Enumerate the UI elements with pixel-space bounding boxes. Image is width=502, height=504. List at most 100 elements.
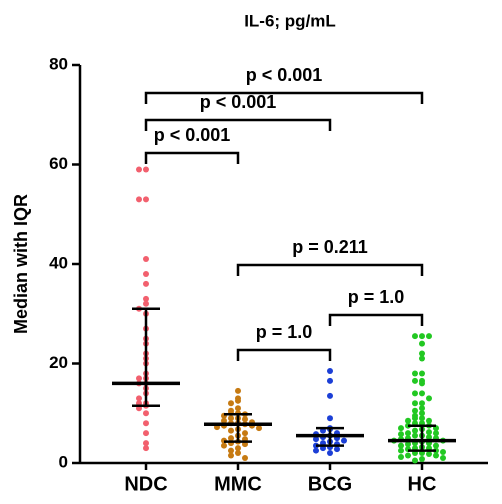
data-point — [398, 442, 404, 449]
data-point — [419, 456, 425, 463]
data-point — [412, 432, 418, 439]
data-point — [412, 377, 418, 384]
data-point — [426, 333, 432, 340]
data-point — [405, 417, 411, 424]
data-point — [419, 390, 425, 397]
data-point — [419, 380, 425, 387]
data-point — [433, 442, 439, 449]
data-point — [426, 434, 432, 441]
data-point — [412, 333, 418, 340]
significance-bracket — [144, 118, 332, 131]
data-point — [235, 387, 241, 394]
data-point — [228, 415, 234, 422]
x-tick-label: NDC — [124, 473, 167, 495]
data-point — [419, 410, 425, 417]
data-point — [143, 300, 149, 307]
data-point — [398, 425, 404, 432]
data-point — [228, 427, 234, 434]
data-point — [143, 270, 149, 277]
p-value-label: p = 1.0 — [348, 287, 405, 307]
significance-bracket — [236, 348, 332, 361]
data-point — [419, 400, 425, 407]
y-tick-label: 80 — [49, 54, 68, 73]
data-point — [334, 446, 340, 453]
data-point — [426, 429, 432, 436]
p-value-label: p = 1.0 — [256, 322, 313, 342]
data-point — [136, 395, 142, 402]
data-point — [228, 447, 234, 454]
data-point — [143, 430, 149, 437]
data-point — [143, 445, 149, 452]
y-tick-label: 40 — [49, 253, 68, 272]
data-point — [256, 425, 262, 432]
data-point — [419, 355, 425, 362]
data-point — [242, 416, 248, 423]
data-point — [143, 166, 149, 173]
data-point — [405, 441, 411, 448]
x-tick-label: BCG — [308, 473, 352, 495]
data-point — [419, 350, 425, 357]
data-point — [341, 437, 347, 444]
data-point — [412, 390, 418, 397]
data-point — [419, 415, 425, 422]
data-point — [440, 449, 446, 456]
data-point — [136, 375, 142, 382]
data-point — [242, 455, 248, 462]
data-point — [405, 430, 411, 437]
data-point — [426, 395, 432, 402]
data-point — [398, 431, 404, 438]
data-point — [440, 455, 446, 462]
data-point — [235, 397, 241, 404]
chart-title: IL-6; pg/mL — [244, 11, 336, 30]
data-point — [398, 447, 404, 454]
data-point — [242, 430, 248, 437]
data-point — [419, 340, 425, 347]
y-tick-label: 20 — [49, 353, 68, 372]
data-point — [412, 457, 418, 464]
data-point — [327, 450, 333, 457]
data-point — [433, 452, 439, 459]
data-point — [221, 442, 227, 449]
data-point — [419, 370, 425, 377]
data-point — [235, 450, 241, 457]
x-tick-label: HC — [408, 473, 437, 495]
significance-bracket — [328, 313, 424, 326]
y-tick-label: 0 — [59, 452, 68, 471]
data-point — [313, 447, 319, 454]
p-value-label: p = 0.211 — [292, 237, 368, 257]
significance-bracket — [144, 151, 240, 164]
data-point — [426, 451, 432, 458]
data-point — [228, 400, 234, 407]
data-point — [433, 430, 439, 437]
data-point — [412, 400, 418, 407]
significance-bracket — [144, 91, 424, 104]
data-point — [143, 420, 149, 427]
data-point — [235, 445, 241, 452]
data-point — [143, 295, 149, 302]
p-value-label: p < 0.001 — [154, 125, 231, 145]
p-value-label: p < 0.001 — [200, 92, 277, 112]
y-axis-label: Median with IQR — [11, 194, 31, 334]
data-point — [412, 407, 418, 414]
data-point — [143, 280, 149, 287]
data-point — [419, 405, 425, 412]
data-point — [412, 415, 418, 422]
data-point — [143, 196, 149, 203]
data-point — [327, 377, 333, 384]
data-point — [143, 410, 149, 417]
data-point — [228, 452, 234, 459]
p-value-label: p < 0.001 — [246, 65, 323, 85]
data-point — [398, 454, 404, 461]
data-point — [136, 196, 142, 203]
data-point — [228, 435, 234, 442]
data-point — [412, 370, 418, 377]
x-tick-label: MMC — [214, 473, 262, 495]
data-point — [143, 440, 149, 447]
data-point — [136, 166, 142, 173]
data-point — [327, 415, 333, 422]
data-point — [426, 417, 432, 424]
data-point — [313, 436, 319, 443]
y-tick-label: 60 — [49, 154, 68, 173]
data-point — [221, 417, 227, 424]
